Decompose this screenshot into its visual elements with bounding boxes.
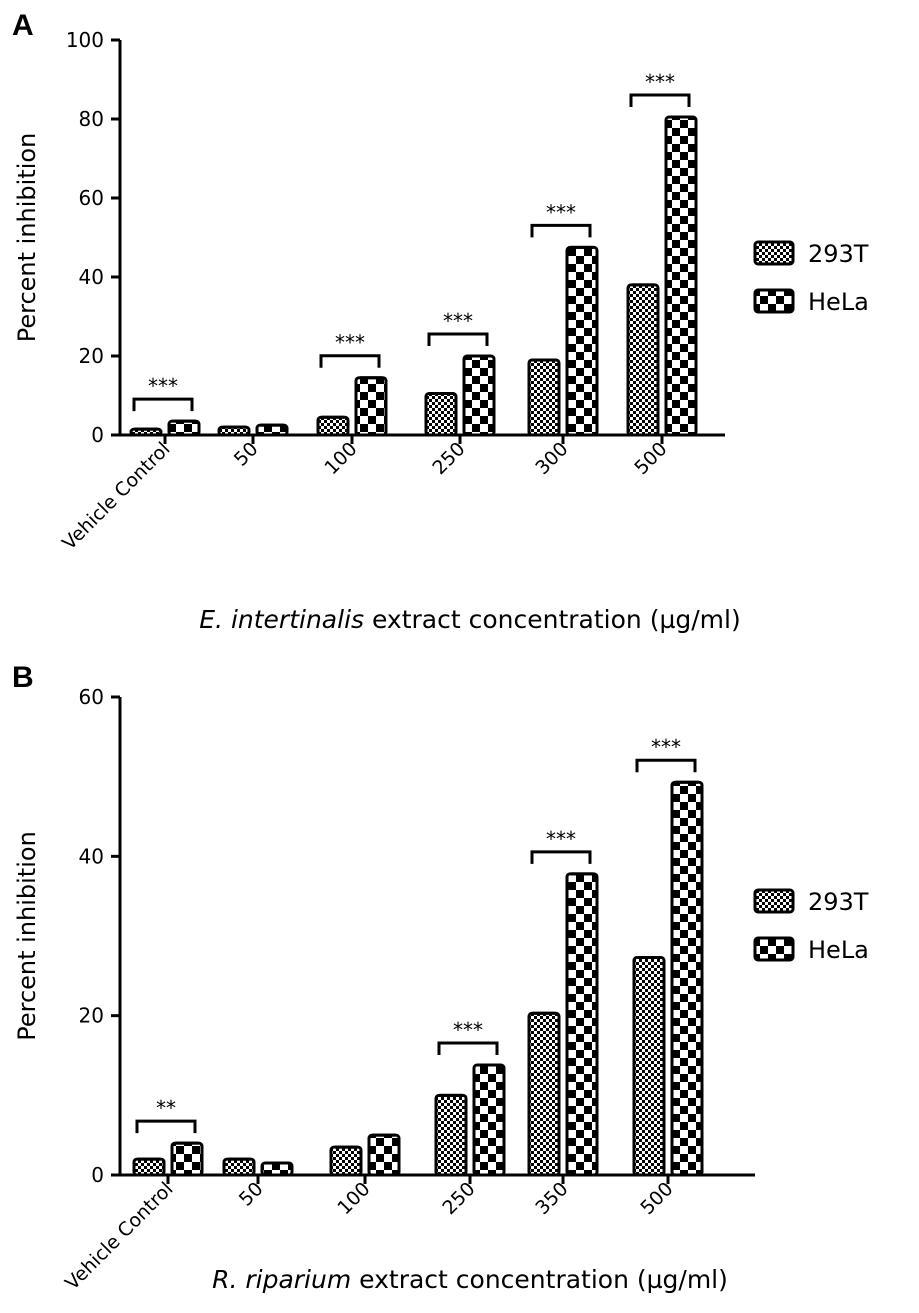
y-tick-label: 60 xyxy=(79,685,104,709)
bar-hela xyxy=(664,115,698,437)
bar-hela xyxy=(472,1063,506,1177)
x-tick-label: Vehicle Control xyxy=(61,1178,177,1294)
significance-label: *** xyxy=(651,735,681,759)
bar-hela xyxy=(670,780,704,1177)
y-tick-label: 0 xyxy=(91,423,104,447)
x-axis-title-species: E. intertinalis xyxy=(199,605,364,634)
bar-hela xyxy=(462,354,496,437)
significance-label: *** xyxy=(148,374,178,398)
chart-a-svg: A 0 20 40 60 80 100 Percent inhibition *** Vehicl… xyxy=(12,9,869,634)
panel-label: B xyxy=(12,661,34,694)
significance-label: *** xyxy=(453,1018,483,1042)
significance-bracket xyxy=(629,93,691,108)
x-axis-title: R. riparium extract concentration (µg/ml… xyxy=(212,1265,728,1294)
panel-label: A xyxy=(12,9,34,42)
significance-bracket xyxy=(437,1041,499,1056)
significance-label: *** xyxy=(645,70,675,94)
significance-bracket xyxy=(530,850,592,864)
bar-293t xyxy=(632,956,666,1177)
x-axis-title: E. intertinalis extract concentration (µ… xyxy=(199,605,740,634)
y-axis-title: Percent inhibition xyxy=(13,831,41,1041)
bar-hela xyxy=(170,1141,204,1177)
significance-label: *** xyxy=(443,309,473,333)
significance-label: *** xyxy=(546,827,576,851)
bar-hela xyxy=(565,872,599,1177)
legend-label: 293T xyxy=(808,240,869,268)
legend-swatch-293t xyxy=(753,240,795,266)
x-axis-title-species: R. riparium xyxy=(212,1265,351,1294)
x-tick-label: 100 xyxy=(320,438,361,479)
significance-label: *** xyxy=(546,200,576,224)
x-tick-label: 100 xyxy=(333,1178,374,1219)
bar-293t xyxy=(434,1093,468,1177)
y-tick-label: 100 xyxy=(66,28,104,52)
x-axis-title-rest: extract concentration (µg/ml) xyxy=(364,605,741,634)
y-tick-label: 40 xyxy=(79,265,104,289)
legend-swatch-293t xyxy=(753,888,795,914)
legend-swatch-hela xyxy=(753,288,795,314)
chart-b-svg: B 0 20 40 60 Percent inhibition ** Vehicle Cont… xyxy=(12,661,869,1294)
bar-hela xyxy=(167,419,201,437)
significance-bracket xyxy=(530,223,592,238)
significance-bracket xyxy=(319,354,381,368)
x-tick-label: 350 xyxy=(531,1178,572,1219)
chart-panel-a: A 0 20 40 60 80 100 Percent inhibition *** Vehicl… xyxy=(0,0,919,650)
x-tick-label: 500 xyxy=(636,1178,677,1219)
y-tick-label: 20 xyxy=(79,1004,104,1028)
y-tick-label: 60 xyxy=(79,186,104,210)
legend-label: HeLa xyxy=(808,936,869,964)
bar-293t xyxy=(222,1157,256,1177)
x-tick-label: 250 xyxy=(428,438,469,479)
legend-label: HeLa xyxy=(808,288,869,316)
significance-bracket xyxy=(427,332,489,346)
y-axis-title: Percent inhibition xyxy=(13,133,41,343)
x-tick-label: Vehicle Control xyxy=(58,438,174,554)
x-tick-label: 50 xyxy=(235,1178,268,1211)
x-tick-label: 250 xyxy=(438,1178,479,1219)
chart-panel-b: B 0 20 40 60 Percent inhibition ** Vehicle Cont… xyxy=(0,650,919,1313)
x-axis-title-rest: extract concentration (µg/ml) xyxy=(351,1265,728,1294)
y-tick-label: 40 xyxy=(79,844,104,868)
bar-hela xyxy=(354,376,388,437)
bar-293t xyxy=(132,1157,166,1177)
significance-label: ** xyxy=(156,1096,176,1120)
bar-293t xyxy=(527,358,561,437)
bar-293t xyxy=(424,392,458,437)
legend-label: 293T xyxy=(808,888,869,916)
x-tick-label: 50 xyxy=(230,438,263,471)
y-tick-label: 20 xyxy=(79,344,104,368)
significance-bracket xyxy=(635,758,697,773)
legend-swatch-hela xyxy=(753,936,795,962)
bar-hela xyxy=(260,1161,294,1177)
x-tick-label: 300 xyxy=(531,438,572,479)
y-tick-label: 80 xyxy=(79,107,104,131)
x-tick-label: 500 xyxy=(630,438,671,479)
bar-293t xyxy=(626,283,660,437)
y-tick-label: 0 xyxy=(91,1163,104,1187)
significance-bracket xyxy=(135,1119,197,1134)
bar-hela xyxy=(367,1133,401,1177)
significance-bracket xyxy=(132,397,194,412)
bar-hela xyxy=(565,245,599,437)
bar-293t xyxy=(527,1011,561,1177)
significance-label: *** xyxy=(335,331,365,355)
bar-293t xyxy=(329,1145,363,1177)
bar-293t xyxy=(316,415,350,437)
